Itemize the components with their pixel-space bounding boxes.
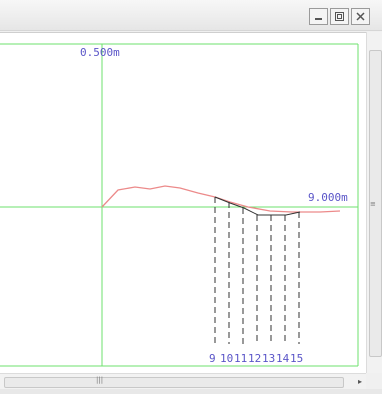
minimize-icon xyxy=(315,18,322,20)
window-bottom-edge xyxy=(0,389,382,394)
restore-icon xyxy=(335,12,344,21)
close-button[interactable] xyxy=(351,8,370,25)
grip-icon: ||| xyxy=(96,376,104,384)
marker-label-14: 14 xyxy=(276,352,290,365)
scroll-corner xyxy=(366,373,382,389)
marker-label-11: 11 xyxy=(234,352,247,365)
horizontal-scrollbar[interactable]: ||| ▸ xyxy=(0,373,366,390)
right-value-label: 9.000m xyxy=(308,191,348,204)
profile-plot: 0.500m 9.000m 9 10 11 12 13 14 15 xyxy=(0,43,359,367)
profile-curve xyxy=(101,185,341,213)
scroll-right-arrow-icon[interactable]: ▸ xyxy=(357,377,362,386)
marker-label-10: 10 xyxy=(220,352,233,365)
top-value-label: 0.500m xyxy=(80,46,120,59)
structure-outline xyxy=(214,196,301,216)
window-controls xyxy=(307,8,370,25)
station-lines xyxy=(214,197,300,344)
marker-label-15: 15 xyxy=(290,352,303,365)
drawing-canvas[interactable] xyxy=(0,32,366,374)
restore-button[interactable] xyxy=(330,8,349,25)
minimize-button[interactable] xyxy=(309,8,328,25)
horizontal-scroll-thumb[interactable] xyxy=(4,377,344,388)
marker-label-13: 13 xyxy=(262,352,275,365)
title-bar xyxy=(0,0,382,31)
marker-label-9: 9 xyxy=(209,352,216,365)
grip-icon: ≡ xyxy=(370,200,376,208)
close-icon xyxy=(356,12,365,21)
marker-label-12: 12 xyxy=(248,352,261,365)
vertical-scrollbar[interactable]: ≡ xyxy=(366,32,382,373)
